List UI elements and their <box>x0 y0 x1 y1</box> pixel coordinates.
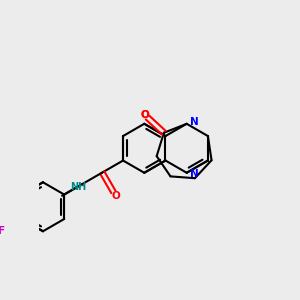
Text: NH: NH <box>70 182 86 191</box>
Text: F: F <box>0 226 5 236</box>
Text: N: N <box>190 169 199 178</box>
Text: O: O <box>141 110 149 120</box>
Text: O: O <box>141 110 149 120</box>
Text: O: O <box>111 190 120 201</box>
Text: O: O <box>141 110 149 120</box>
Text: N: N <box>190 117 199 127</box>
